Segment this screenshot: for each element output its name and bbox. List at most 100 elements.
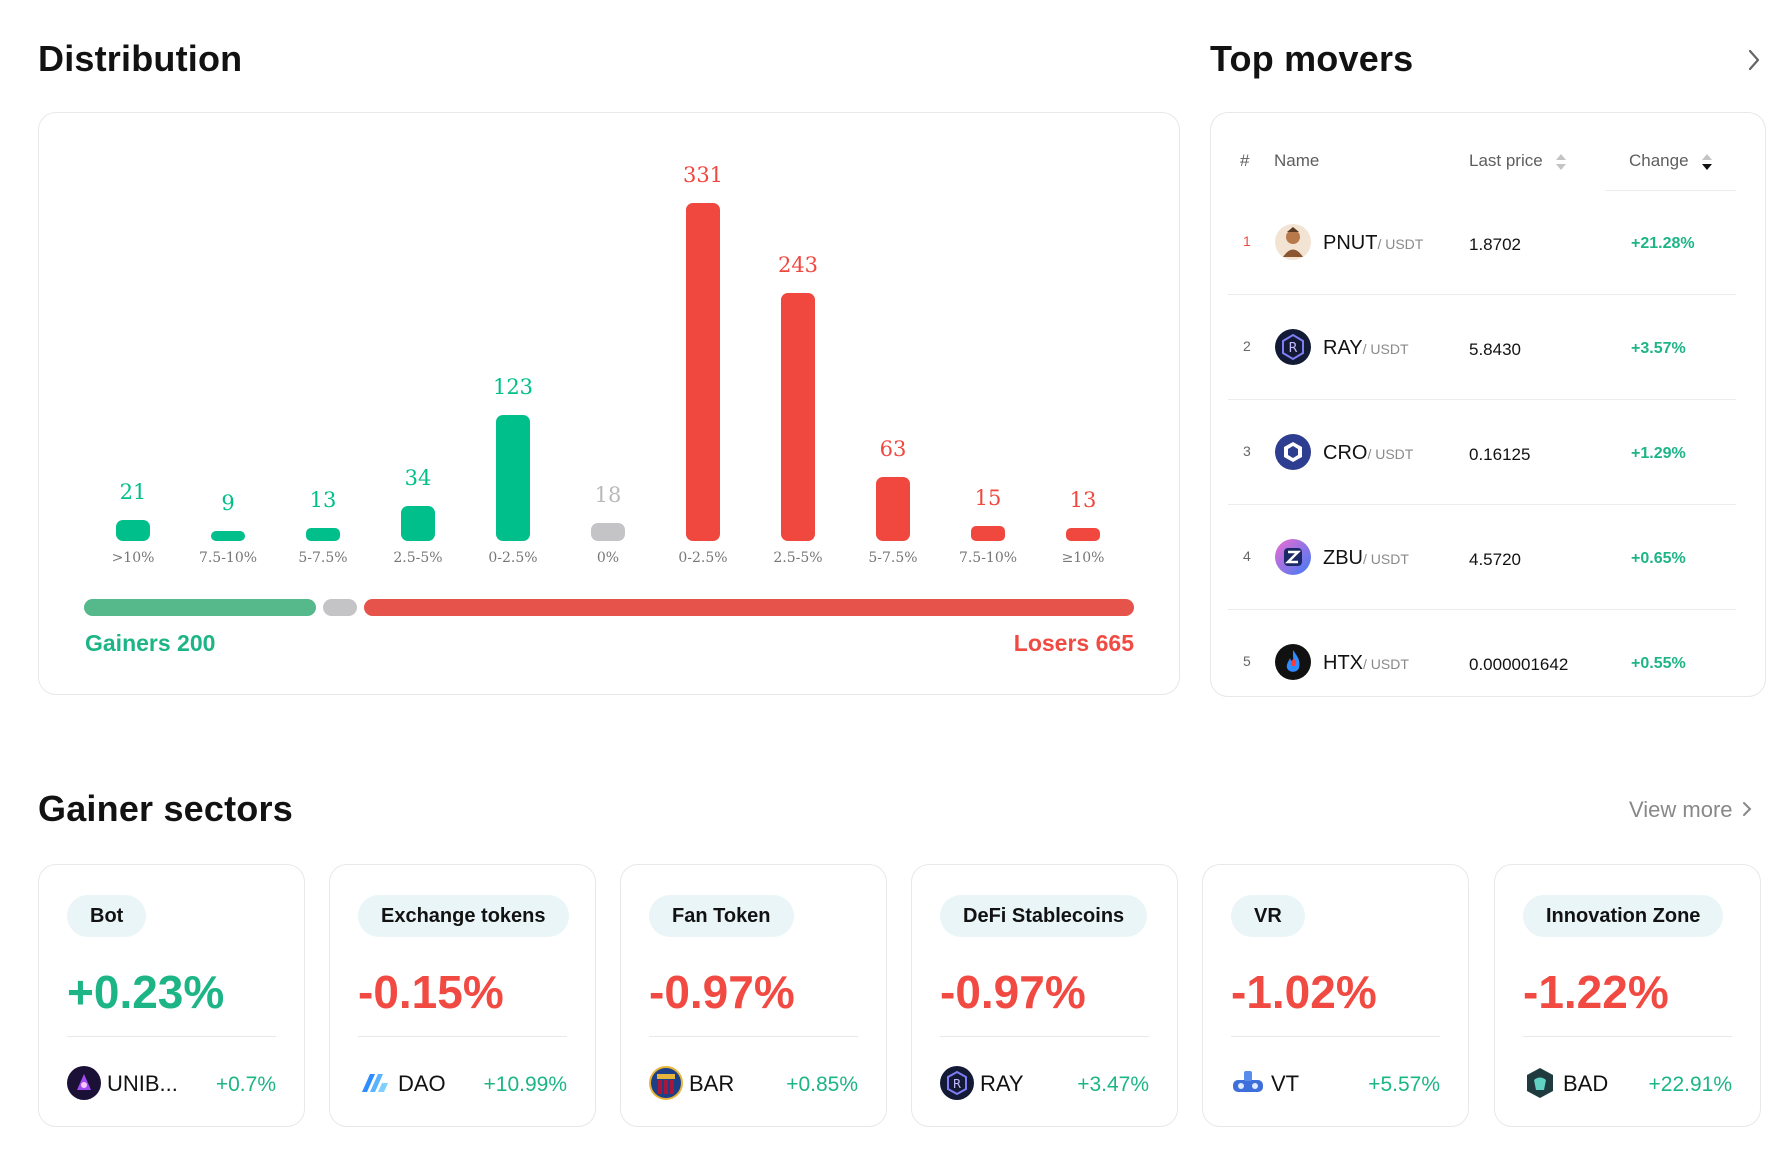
htx-icon [1275, 644, 1311, 680]
bad-icon [1523, 1066, 1557, 1100]
sector-change: -0.97% [649, 966, 795, 1018]
top-mover-row[interactable]: 1 PNUT/ USDT 1.8702 +21.28% [1228, 190, 1736, 295]
row-rank: 3 [1243, 443, 1251, 459]
bar-value-label: 13 [309, 487, 337, 512]
row-quote: / USDT [1363, 551, 1409, 567]
row-symbol: HTX/ USDT [1323, 652, 1409, 674]
bar-value-label: 9 [221, 491, 235, 515]
row-change: +0.65% [1631, 550, 1686, 567]
bar-value-label: 13 [1069, 487, 1097, 512]
view-more-link[interactable]: View more [1629, 797, 1753, 823]
sector-top-token-change: +5.57% [1368, 1073, 1440, 1096]
sector-top-token: VT [1271, 1071, 1300, 1096]
row-separator [1228, 609, 1736, 610]
distribution-bar[interactable] [211, 531, 245, 541]
row-symbol: RAY/ USDT [1323, 337, 1409, 359]
sector-card[interactable]: Fan Token -0.97% BAR +0.85% [620, 864, 887, 1127]
row-last-price: 1.8702 [1469, 235, 1521, 254]
bar-category-label: 7.5-10% [958, 550, 1018, 566]
bar-category-label: 2.5-5% [773, 550, 823, 566]
sector-change: -1.02% [1231, 966, 1377, 1018]
sector-top-token-change: +3.47% [1077, 1073, 1149, 1096]
row-symbol: PNUT/ USDT [1323, 232, 1424, 254]
distribution-card [38, 112, 1180, 695]
bar-category-label: 5-7.5% [298, 550, 348, 566]
distribution-bar[interactable] [876, 476, 910, 541]
sector-name: Bot [67, 895, 147, 937]
row-quote: / USDT [1367, 446, 1414, 462]
distribution-bar[interactable] [1066, 527, 1100, 541]
col-change-label: Change [1629, 151, 1689, 170]
bar-icon [649, 1066, 683, 1100]
bar-category-label: ≥10% [1061, 550, 1105, 566]
row-last-price: 4.5720 [1469, 550, 1521, 569]
sector-top-token: BAD [1563, 1071, 1609, 1096]
view-more-label: View more [1629, 797, 1733, 822]
gainers-summary-bar [84, 599, 316, 616]
sector-top-token: UNIB... [107, 1071, 178, 1096]
distribution-bar[interactable] [496, 415, 530, 541]
chevron-right-icon [1742, 802, 1752, 816]
row-change: +3.57% [1631, 340, 1686, 357]
sort-desc-icon [1702, 153, 1713, 170]
sector-card[interactable]: Innovation Zone -1.22% BAD +22.91% [1494, 864, 1761, 1127]
top-movers-card [1210, 112, 1766, 697]
col-change[interactable]: Change [1629, 151, 1713, 172]
sector-divider [1523, 1036, 1732, 1037]
header-separator [1605, 190, 1736, 191]
sector-divider [649, 1036, 858, 1037]
bar-value-label: 123 [492, 375, 534, 400]
row-rank: 5 [1243, 653, 1251, 669]
top-mover-row[interactable]: 3 CRO/ USDT 0.16125 +1.29% [1228, 400, 1736, 505]
sector-top-token-change: +0.85% [786, 1073, 858, 1096]
distribution-bar[interactable] [971, 525, 1005, 541]
svg-text:R: R [953, 1077, 961, 1091]
distribution-bar[interactable] [781, 292, 815, 541]
sector-top-token-change: +22.91% [1648, 1073, 1733, 1096]
top-mover-row[interactable]: 5 HTX/ USDT 0.000001642 +0.55% [1228, 610, 1736, 715]
distribution-bar[interactable] [116, 519, 150, 541]
dao-icon [358, 1066, 392, 1100]
sector-card[interactable]: Bot +0.23% UNIB... +0.7% [38, 864, 305, 1127]
sector-change: -0.97% [940, 966, 1086, 1018]
distribution-bar[interactable] [686, 203, 720, 541]
ray-icon: R [1275, 329, 1311, 365]
top-mover-row[interactable]: 4 ZBU/ USDT 4.5720 +0.65% [1228, 505, 1736, 610]
row-separator [1228, 399, 1736, 400]
bar-category-label: 5-7.5% [868, 550, 918, 566]
bar-value-label: 243 [777, 252, 819, 277]
sector-top-token-change: +0.7% [215, 1073, 276, 1096]
sector-top-token: DAO [398, 1071, 446, 1096]
sector-card[interactable]: Exchange tokens -0.15% DAO +10.99% [329, 864, 596, 1127]
sector-top-token: RAY [980, 1071, 1024, 1096]
row-last-price: 0.16125 [1469, 445, 1531, 464]
top-mover-row[interactable]: 2 R RAY/ USDT 5.8430 +3.57% [1228, 295, 1736, 400]
row-rank: 4 [1243, 548, 1251, 564]
losers-summary-bar [364, 599, 1134, 616]
bar-category-label: 0-2.5% [678, 550, 728, 566]
sector-name: Exchange tokens [358, 895, 569, 937]
sector-name: Innovation Zone [1523, 895, 1724, 937]
distribution-bar[interactable] [401, 506, 435, 541]
bar-category-label: 2.5-5% [393, 550, 443, 566]
col-rank: # [1240, 151, 1250, 170]
top-movers-arrow-icon[interactable] [1744, 46, 1764, 74]
bar-category-label: 0% [596, 550, 620, 566]
sector-card[interactable]: VR -1.02% VT +5.57% [1202, 864, 1469, 1127]
row-separator [1228, 504, 1736, 505]
sector-divider [940, 1036, 1149, 1037]
row-change: +1.29% [1631, 445, 1686, 462]
sector-name: DeFi Stablecoins [940, 895, 1148, 937]
svg-text:R: R [1288, 341, 1297, 356]
sector-change: -0.15% [358, 966, 504, 1018]
bar-category-label: >10% [111, 550, 155, 566]
col-last-price[interactable]: Last price [1469, 151, 1567, 172]
distribution-bar[interactable] [591, 522, 625, 541]
sector-top-token-change: +10.99% [483, 1073, 568, 1096]
distribution-bar[interactable] [306, 527, 340, 541]
vt-icon [1231, 1066, 1265, 1100]
row-rank: 1 [1243, 233, 1251, 249]
col-last-price-label: Last price [1469, 151, 1543, 170]
bar-value-label: 18 [594, 482, 622, 507]
sector-card[interactable]: DeFi Stablecoins -0.97% R RAY +3.47% [911, 864, 1178, 1127]
